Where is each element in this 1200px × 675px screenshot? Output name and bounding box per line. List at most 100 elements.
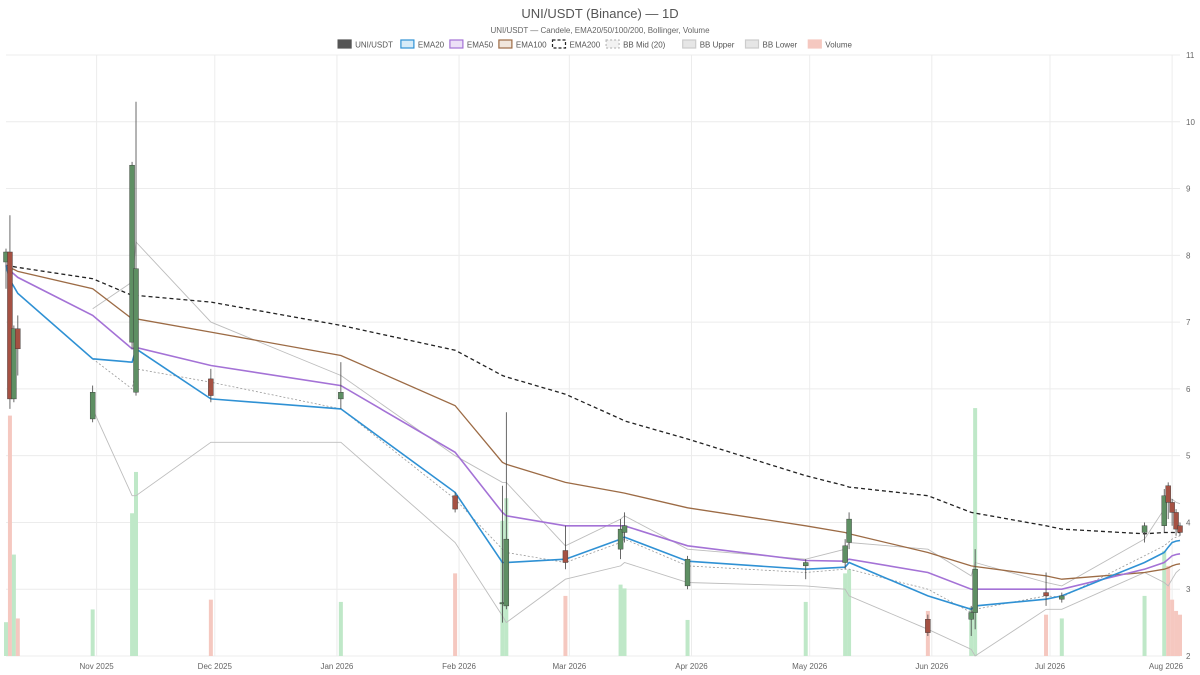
legend-swatch-3 bbox=[498, 39, 513, 49]
bb-mid-line bbox=[92, 358, 1181, 614]
ema-lines bbox=[5, 264, 1181, 611]
ema20-line bbox=[5, 265, 1181, 611]
candle-body bbox=[129, 164, 135, 343]
y-axis-ticks: 2 3 4 5 6 7 8 9 10 11 bbox=[1186, 51, 1195, 661]
volume-bar bbox=[622, 588, 627, 656]
legend-swatch-8 bbox=[807, 39, 822, 49]
candle-body bbox=[452, 495, 458, 510]
volume-bar bbox=[1044, 614, 1049, 656]
ema200-line bbox=[5, 264, 1180, 535]
candle-body bbox=[968, 612, 974, 620]
chart-subtitle: UNI/USDT — Candele, EMA20/50/100/200, Bo… bbox=[490, 26, 710, 35]
candle-body bbox=[1177, 525, 1183, 533]
legend-swatch-2 bbox=[449, 39, 464, 49]
candle-body bbox=[503, 538, 510, 607]
volume-bar bbox=[15, 618, 20, 656]
volume-bar bbox=[208, 599, 213, 656]
x-tick-label-8: Jul 2026 bbox=[1035, 662, 1066, 671]
bb-upper-line bbox=[92, 240, 1181, 587]
x-tick-label-5: Apr 2026 bbox=[675, 662, 708, 671]
y-tick-label-9: 11 bbox=[1186, 51, 1195, 60]
legend: UNI/USDT EMA20 EMA50 EMA100 EMA200 BB Mid (20… bbox=[337, 39, 853, 50]
candle-body bbox=[1165, 485, 1171, 503]
candle-body bbox=[11, 328, 17, 400]
volume-bar bbox=[7, 415, 12, 656]
x-tick-label-3: Feb 2026 bbox=[442, 662, 476, 671]
volume-bar bbox=[1142, 595, 1147, 656]
candle-body bbox=[133, 268, 139, 393]
y-tick-label-4: 6 bbox=[1186, 385, 1191, 394]
volume-bar bbox=[1166, 565, 1171, 656]
candle-body bbox=[621, 525, 628, 533]
volume-bar bbox=[1162, 550, 1167, 656]
legend-label-6: BB Upper bbox=[700, 41, 735, 50]
legend-swatch-1 bbox=[400, 39, 415, 49]
legend-label-4: EMA200 bbox=[570, 41, 601, 50]
volume-bar bbox=[685, 619, 690, 656]
legend-swatch-0 bbox=[337, 39, 352, 49]
candle-body bbox=[1169, 502, 1175, 513]
candle-body bbox=[617, 528, 624, 550]
legend-label-8: Volume bbox=[825, 41, 852, 50]
legend-label-0: UNI/USDT bbox=[355, 41, 393, 50]
y-tick-label-1: 3 bbox=[1186, 585, 1191, 594]
candle-body bbox=[1173, 512, 1179, 530]
x-tick-label-4: Mar 2026 bbox=[552, 662, 586, 671]
volume-bar bbox=[1174, 610, 1179, 656]
x-tick-label-1: Dec 2025 bbox=[198, 662, 233, 671]
x-tick-label-0: Nov 2025 bbox=[79, 662, 114, 671]
volume-bar bbox=[1170, 599, 1175, 656]
candle-body bbox=[15, 328, 21, 350]
candle-body bbox=[846, 518, 852, 543]
legend-label-7: BB Lower bbox=[763, 41, 798, 50]
x-tick-label-6: May 2026 bbox=[792, 662, 828, 671]
volume-bar bbox=[563, 595, 568, 656]
volume-bar bbox=[973, 408, 978, 656]
candle-body bbox=[562, 550, 569, 563]
bollinger-bands bbox=[92, 240, 1181, 657]
volume-bar bbox=[134, 471, 139, 656]
volume-bar bbox=[1059, 618, 1064, 656]
volume-bar bbox=[453, 573, 458, 656]
legend-swatch-5 bbox=[605, 39, 620, 49]
ema100-line bbox=[5, 264, 1181, 580]
legend-label-1: EMA20 bbox=[418, 41, 445, 50]
legend-swatch-6 bbox=[682, 39, 697, 49]
volume-bar bbox=[11, 554, 16, 656]
volume-bars bbox=[4, 408, 1182, 656]
candle-body bbox=[1043, 592, 1049, 597]
y-tick-label-2: 4 bbox=[1186, 518, 1191, 527]
candle-body bbox=[925, 619, 931, 633]
y-tick-label-8: 10 bbox=[1186, 118, 1195, 127]
volume-bar bbox=[4, 622, 8, 656]
candle-body bbox=[89, 392, 96, 420]
volume-bar bbox=[847, 569, 852, 656]
candle-body bbox=[338, 392, 344, 400]
candle-body bbox=[684, 558, 691, 587]
volume-bar bbox=[338, 601, 343, 656]
legend-swatch-4 bbox=[551, 39, 567, 49]
volume-bar bbox=[130, 513, 135, 656]
x-tick-label-2: Jan 2026 bbox=[320, 662, 353, 671]
volume-bar bbox=[618, 584, 623, 656]
legend-label-5: BB Mid (20) bbox=[623, 41, 666, 50]
x-axis-ticks: Nov 2025 Dec 2025 Jan 2026 Feb 2026 Mar 2026… bbox=[79, 662, 1183, 671]
y-tick-label-6: 8 bbox=[1186, 251, 1191, 260]
y-tick-label-3: 5 bbox=[1186, 452, 1191, 461]
volume-bar bbox=[843, 573, 848, 656]
ema50-line bbox=[5, 264, 1181, 590]
volume-bar bbox=[90, 609, 95, 656]
y-tick-label-0: 2 bbox=[1186, 652, 1191, 661]
candles bbox=[3, 101, 1183, 636]
candle-body bbox=[7, 251, 13, 400]
candle-body bbox=[208, 378, 214, 396]
y-tick-label-5: 7 bbox=[1186, 318, 1191, 327]
legend-label-2: EMA50 bbox=[467, 41, 494, 50]
candle-body bbox=[803, 562, 809, 567]
legend-swatch-7 bbox=[744, 39, 760, 49]
candle-body bbox=[1141, 525, 1148, 533]
x-tick-label-7: Jun 2026 bbox=[915, 662, 948, 671]
gridlines bbox=[6, 54, 1180, 657]
x-tick-label-9: Aug 2026 bbox=[1149, 662, 1184, 671]
